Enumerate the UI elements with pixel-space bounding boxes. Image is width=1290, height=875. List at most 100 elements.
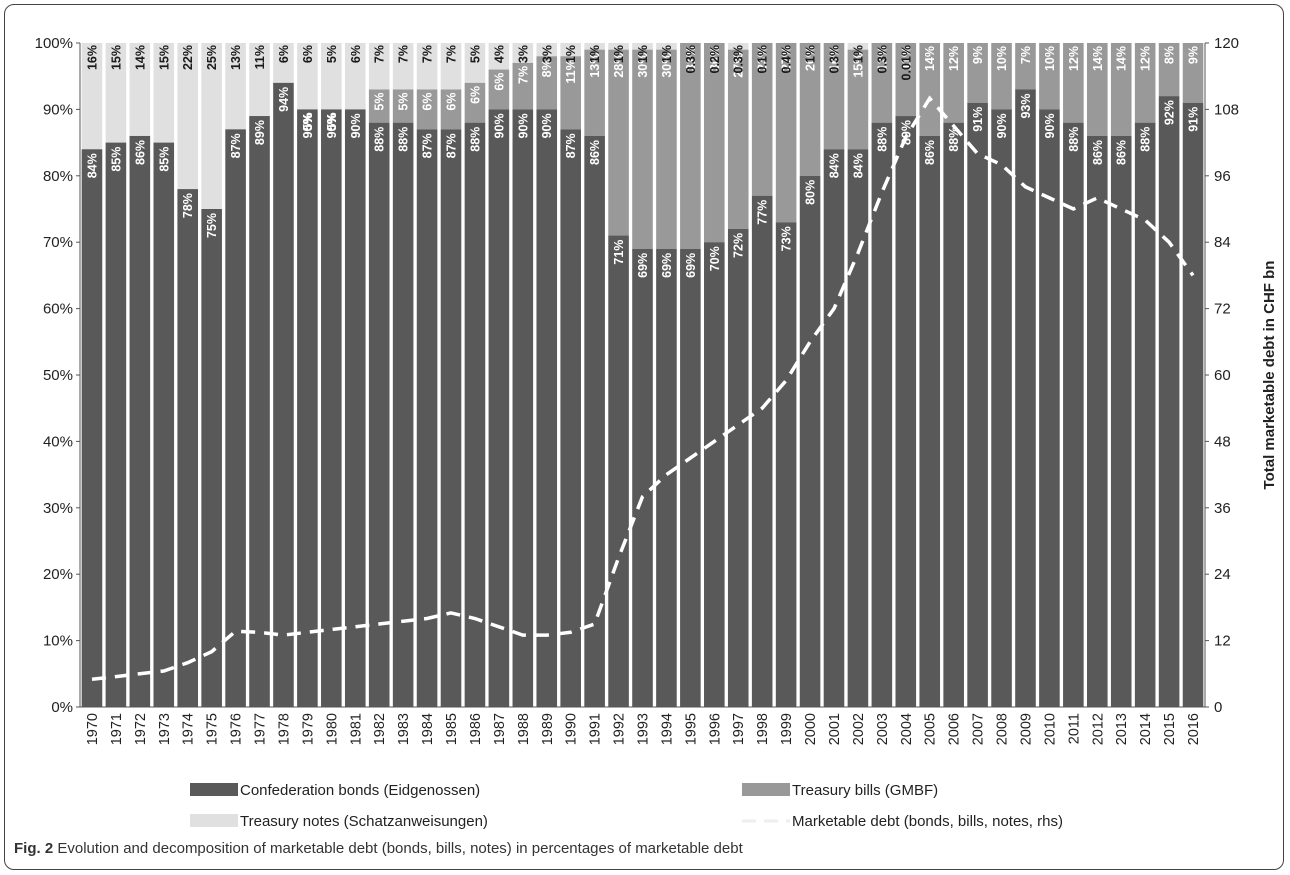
bar-bonds-1991: [584, 135, 605, 707]
bar-bonds-1975: [201, 209, 222, 707]
label-bills-2006: 12%: [947, 46, 961, 71]
x-tick-1994: 1994: [659, 713, 675, 745]
y-left-tick-4: 40%: [43, 433, 73, 450]
label-bills-2014: 12%: [1139, 46, 1153, 71]
label-bonds-2001: 84%: [827, 153, 841, 178]
label-bills-1993: 30%: [636, 53, 650, 78]
label-bills-2012: 14%: [1091, 46, 1105, 71]
x-tick-2009: 2009: [1018, 713, 1034, 745]
x-tick-2014: 2014: [1138, 713, 1154, 745]
label-notes-1973: 15%: [157, 45, 171, 70]
x-tick-1975: 1975: [205, 713, 221, 745]
x-tick-2011: 2011: [1066, 713, 1082, 744]
label-bills-1985: 6%: [445, 92, 459, 110]
label-bills-1982: 5%: [373, 92, 387, 110]
label-notes-1971: 15%: [109, 45, 123, 70]
bar-bills-1987: [488, 69, 510, 110]
bar-notes-1974: [177, 43, 199, 190]
bar-bonds-2004: [895, 116, 917, 708]
bar-bills-2005: [919, 43, 941, 136]
label-bills-2011: 12%: [1067, 46, 1081, 71]
y-right-tick-9: 108: [1214, 101, 1239, 118]
label-bonds-1992: 71%: [612, 240, 626, 265]
bar-bonds-2012: [1086, 135, 1108, 707]
bar-bills-1986: [464, 82, 486, 123]
y-left-tick-10: 100%: [35, 35, 73, 52]
label-bonds-1984: 87%: [421, 133, 435, 158]
label-bonds-1987: 90%: [492, 113, 506, 138]
x-tick-1980: 1980: [324, 713, 340, 745]
bar-bonds-2003: [871, 122, 893, 708]
figure-caption: Fig. 2 Evolution and decomposition of ma…: [14, 840, 743, 857]
label-notes-1997: 0.3%: [732, 45, 746, 74]
bar-bonds-1986: [464, 122, 486, 708]
y-left-tick-3: 30%: [43, 500, 73, 517]
label-notes-1998: 0.1%: [756, 45, 770, 74]
bar-notes-1970: [81, 43, 103, 150]
x-tick-1972: 1972: [133, 713, 149, 745]
bar-bills-1998: [751, 43, 773, 196]
bar-notes-1971: [105, 43, 127, 143]
label-bonds-2002: 84%: [851, 153, 865, 178]
x-tick-2005: 2005: [923, 713, 939, 745]
y-left-tick-0: 0%: [51, 699, 73, 716]
bar-bonds-2007: [967, 102, 988, 707]
bar-notes-1977: [249, 43, 270, 117]
bar-bonds-2005: [919, 135, 941, 707]
label-bonds-2008: 90%: [995, 113, 1009, 138]
y-left-tick-2: 20%: [43, 566, 73, 583]
label-bonds-2011: 88%: [1067, 127, 1081, 152]
bar-bonds-2000: [799, 175, 821, 708]
y-left-tick-6: 60%: [43, 301, 73, 318]
bar-bills-1995: [680, 43, 701, 249]
label-bills-2005: 14%: [923, 46, 937, 71]
label-bills-1996: 30%: [708, 46, 722, 71]
bar-bonds-1985: [440, 129, 462, 707]
label-notes-1991: 1%: [588, 45, 602, 63]
legend-label-0: Confederation bonds (Eidgenossen): [240, 782, 480, 799]
label-bills-2003: 12%: [875, 46, 889, 71]
label-bills-1995: 31%: [684, 46, 698, 71]
bar-bonds-2010: [1039, 109, 1060, 707]
x-tick-1999: 1999: [779, 713, 795, 745]
bar-notes-1992: [608, 43, 629, 50]
label-notes-2002: 1%: [851, 45, 865, 63]
bar-bonds-1982: [368, 122, 390, 708]
bar-bonds-2013: [1110, 135, 1132, 707]
label-notes-1983: 7%: [397, 45, 411, 63]
label-notes-1987: 4%: [492, 45, 506, 63]
bar-bills-2002: [847, 49, 869, 150]
x-tick-1998: 1998: [755, 713, 771, 745]
y-right-tick-10: 120: [1214, 35, 1239, 52]
bar-notes-2002: [847, 43, 869, 50]
label-bills-2016: 9%: [1187, 46, 1201, 64]
label-bonds-1990: 87%: [564, 133, 578, 158]
x-tick-2007: 2007: [971, 713, 987, 745]
label-bills-1987: 6%: [492, 73, 506, 91]
label-bills-1979: 5%: [301, 112, 315, 130]
legend-swatch-2: [190, 814, 238, 827]
bar-notes-1984: [416, 43, 438, 90]
label-notes-1980: 5%: [325, 45, 339, 63]
label-notes-1992: 1%: [612, 45, 626, 63]
x-tick-2015: 2015: [1162, 713, 1178, 745]
bar-bonds-1978: [273, 82, 294, 708]
label-bills-1991: 13%: [588, 53, 602, 78]
bar-bonds-1974: [177, 189, 199, 707]
x-tick-1971: 1971: [109, 713, 125, 745]
label-notes-1974: 22%: [181, 45, 195, 70]
x-tick-1976: 1976: [229, 713, 245, 745]
bar-bonds-1999: [775, 222, 797, 707]
x-tick-2000: 2000: [803, 713, 819, 745]
label-bonds-1979: 90%: [301, 113, 315, 138]
bar-notes-1981: [344, 43, 366, 110]
label-notes-1970: 16%: [85, 45, 99, 70]
x-tick-2013: 2013: [1114, 713, 1130, 745]
bar-notes-1988: [512, 43, 534, 63]
bar-bills-2016: [1182, 43, 1204, 103]
bar-bonds-1977: [249, 116, 270, 708]
label-bonds-1989: 90%: [540, 113, 554, 138]
y-right-tick-6: 72: [1214, 301, 1231, 318]
debt-line-layer: [91, 95, 1195, 682]
label-bonds-1991: 86%: [588, 140, 602, 165]
